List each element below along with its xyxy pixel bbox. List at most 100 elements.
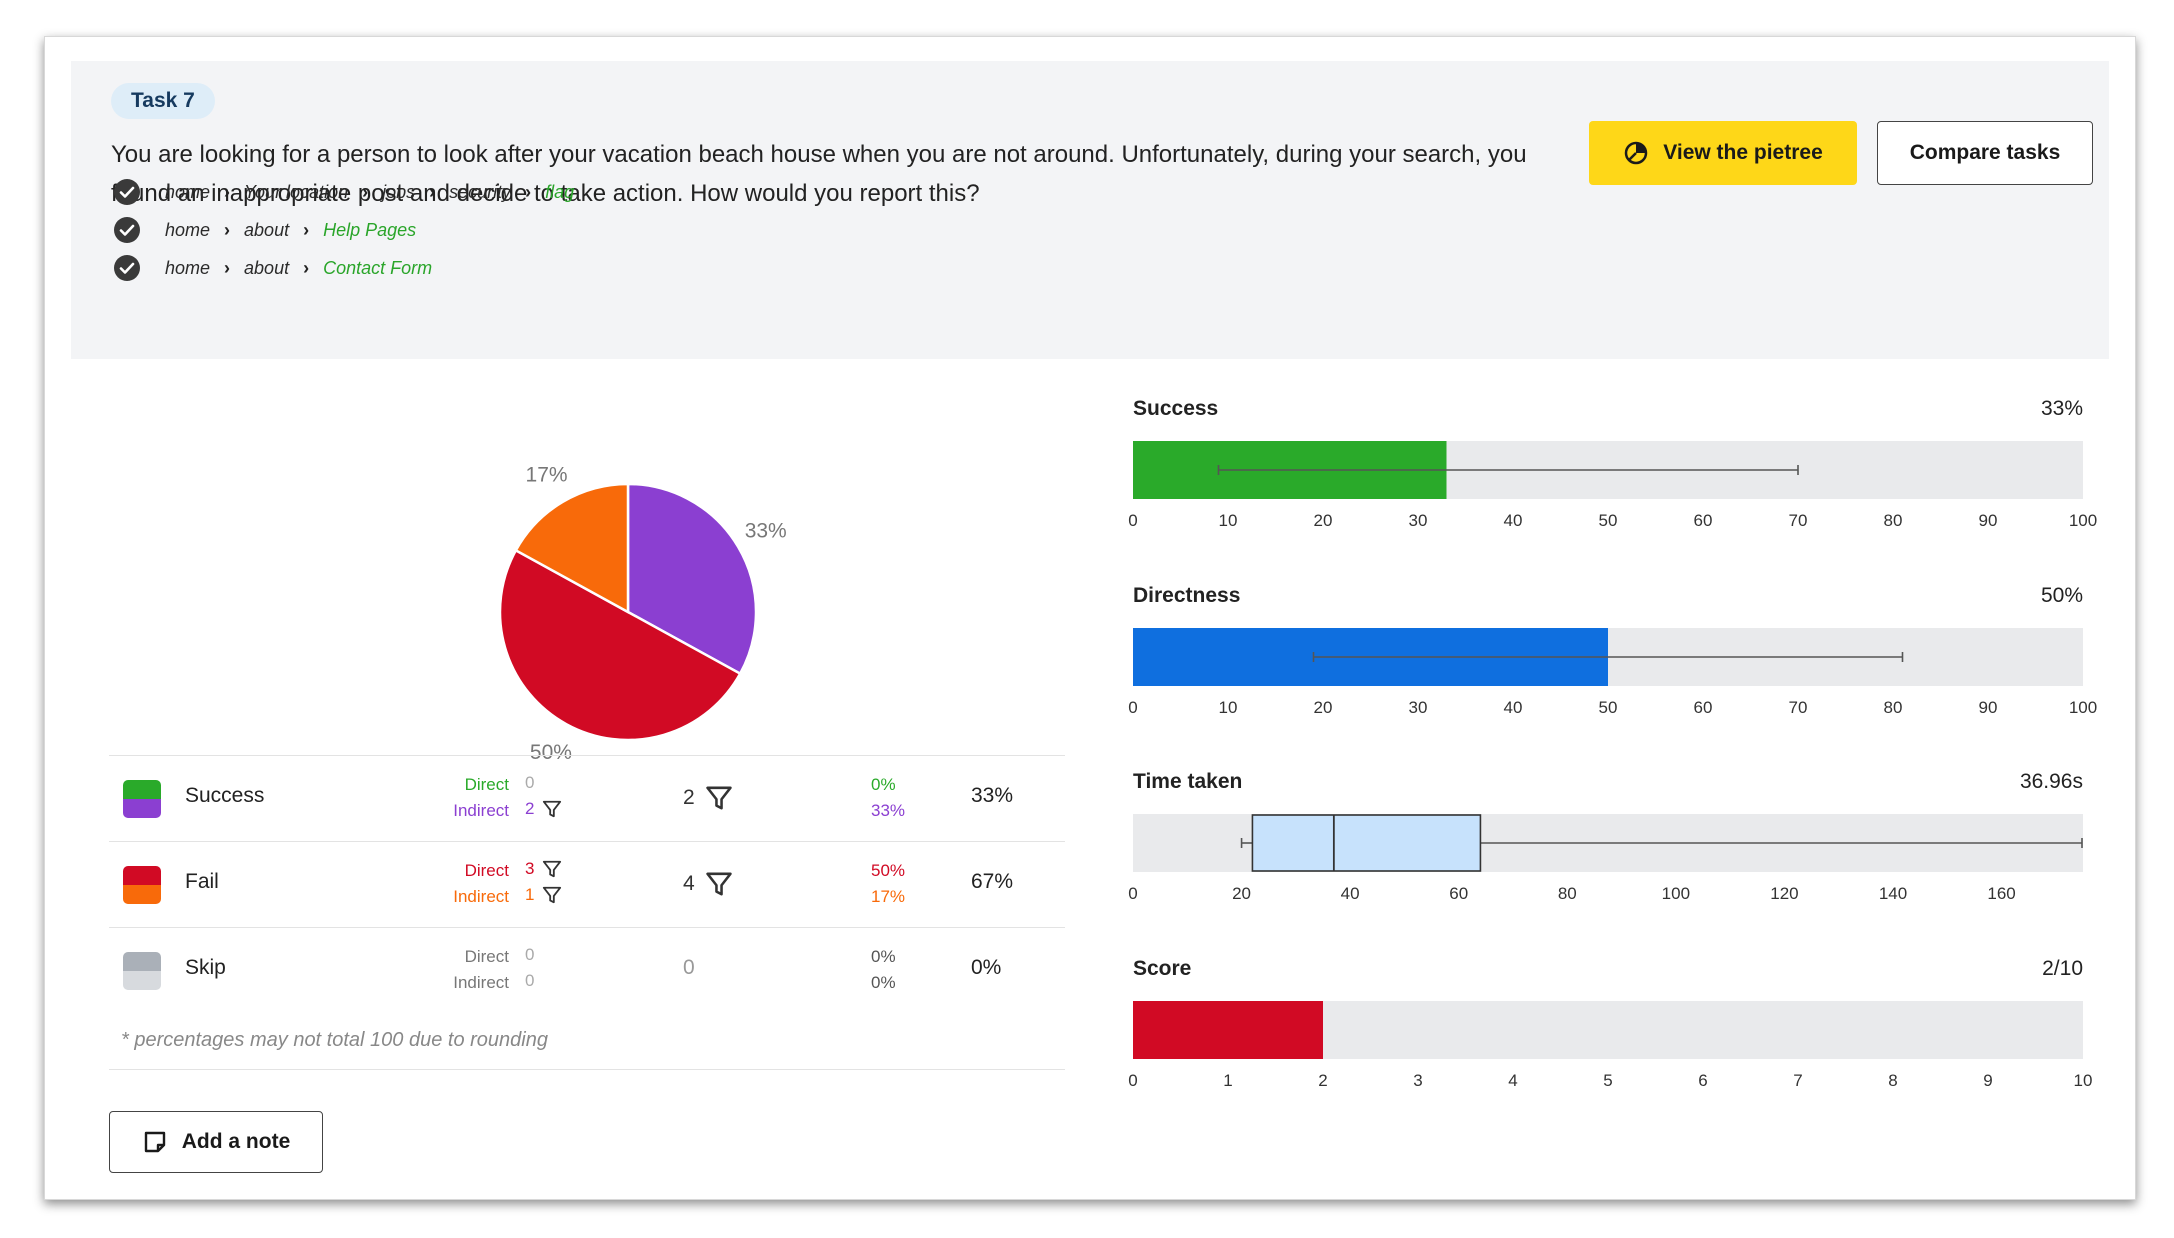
filter-icon[interactable]: [542, 885, 562, 905]
axis-tick-label: 50: [1598, 698, 1618, 717]
total-count-cell: 2: [683, 784, 733, 812]
chevron-right-icon: ›: [224, 219, 231, 240]
axis-tick-label: 10: [2073, 1071, 2093, 1090]
direct-count: 0: [525, 945, 535, 964]
axis-tick-label: 6: [1698, 1071, 1708, 1090]
path-segment: Your location: [244, 181, 349, 202]
axis-tick-label: 100: [1661, 884, 1691, 903]
axis-tick-label: 3: [1413, 1071, 1423, 1090]
pie-slice-label: 33%: [745, 520, 787, 543]
axis-tick-label: 2: [1318, 1071, 1328, 1090]
correct-path: home › about › Contact Form: [113, 253, 434, 283]
overall-percentage: 0%: [971, 956, 1002, 979]
path-segment: Contact Form: [323, 257, 433, 278]
result-row-fail: Fail Direct Indirect 3 1 4 50% 17% 67%: [109, 841, 1065, 927]
metric-value: 36.96s: [2019, 770, 2083, 793]
axis-tick-label: 100: [2068, 698, 2098, 717]
metric-plot: [1240, 814, 2083, 872]
path-segment: Help Pages: [323, 219, 417, 240]
direct-label: Direct: [464, 775, 509, 794]
axis-tick-label: 160: [1987, 884, 2016, 903]
path-segment: home: [165, 219, 211, 240]
axis-tick-label: 9: [1983, 1071, 1993, 1090]
axis-tick-label: 50: [1598, 511, 1618, 530]
metric-value: 50%: [2040, 584, 2083, 607]
filter-icon[interactable]: [705, 870, 733, 898]
view-pietree-label: View the pietree: [1663, 141, 1823, 164]
indirect-label: Indirect: [453, 973, 509, 992]
metric-title: Success: [1133, 397, 1219, 420]
indirect-percentage: 0%: [871, 973, 896, 992]
add-note-button[interactable]: Add a note: [109, 1111, 323, 1173]
axis-tick-label: 40: [1340, 884, 1360, 903]
direct-percentage: 50%: [871, 861, 906, 880]
chevron-right-icon: ›: [303, 257, 310, 278]
metric-title: Directness: [1133, 584, 1241, 607]
indirect-count-cell: 1: [525, 882, 585, 908]
axis-tick-label: 100: [2068, 511, 2098, 530]
direct-count-cell: 0: [525, 942, 585, 968]
metric-plot: [1133, 628, 1904, 686]
overall-percentage: 67%: [971, 870, 1014, 893]
check-circle-icon: [114, 179, 140, 205]
axis-tick-label: 70: [1788, 698, 1808, 717]
axis-tick-label: 60: [1449, 884, 1469, 903]
direct-count: 0: [525, 773, 535, 792]
axis-tick-label: 10: [1218, 698, 1238, 717]
axis-tick-label: 0: [1128, 884, 1138, 903]
direct-indirect-percentages: 0% 0%: [871, 944, 896, 996]
filter-icon[interactable]: [542, 799, 562, 819]
axis-tick-label: 20: [1232, 884, 1252, 903]
direct-label: Direct: [464, 947, 509, 966]
task-question: You are looking for a person to look aft…: [111, 141, 1527, 207]
chevron-right-icon: ›: [224, 181, 231, 202]
axis-tick-label: 120: [1770, 884, 1799, 903]
axis-tick-label: 80: [1557, 884, 1577, 903]
task-header: Task 7 You are looking for a person to l…: [71, 61, 2109, 359]
chevron-right-icon: ›: [525, 181, 532, 202]
direct-percentage: 0%: [871, 775, 896, 794]
filter-icon[interactable]: [542, 859, 562, 879]
swatch-half: [123, 780, 161, 799]
axis-tick-label: 70: [1788, 511, 1808, 530]
total-count: 4: [683, 872, 695, 895]
result-row-skip: Skip Direct Indirect 0 0 0 0% 0% 0%: [109, 927, 1065, 1013]
direct-label: Direct: [464, 861, 509, 880]
direct-indirect-percentages: 0% 33%: [871, 772, 905, 824]
direct-indirect-labels: Direct Indirect: [389, 858, 509, 910]
view-pietree-button[interactable]: View the pietree: [1589, 121, 1857, 185]
axis-tick-label: 20: [1313, 511, 1333, 530]
compare-tasks-button[interactable]: Compare tasks: [1877, 121, 2093, 185]
axis-tick-label: 80: [1883, 698, 1903, 717]
path-segment: home: [165, 257, 211, 278]
metric-title: Score: [1133, 957, 1192, 980]
indirect-percentage: 33%: [871, 801, 906, 820]
axis-tick-label: 30: [1408, 511, 1428, 530]
filter-icon[interactable]: [705, 784, 733, 812]
indirect-count: 1: [525, 885, 535, 904]
axis-tick-label: 0: [1128, 511, 1138, 530]
axis-tick-label: 90: [1978, 698, 1998, 717]
axis-tick-label: 80: [1883, 511, 1903, 530]
total-count: 0: [683, 956, 695, 979]
indirect-count: 2: [525, 799, 535, 818]
result-label: Fail: [185, 870, 219, 893]
indirect-label: Indirect: [453, 801, 509, 820]
axis-tick-label: 10: [1218, 511, 1238, 530]
result-row-success: Success Direct Indirect 0 2 2 0% 33% 33%: [109, 755, 1065, 841]
chevron-right-icon: ›: [303, 219, 310, 240]
swatch-half: [123, 866, 161, 885]
task-badge: Task 7: [111, 83, 215, 119]
axis-tick-label: 30: [1408, 698, 1428, 717]
direct-count-cell: 0: [525, 770, 585, 796]
box-iqr: [1251, 814, 1482, 872]
direct-percentage: 0%: [871, 947, 896, 966]
check-circle-icon: [114, 217, 140, 243]
direct-count-cell: 3: [525, 856, 585, 882]
indirect-percentage: 17%: [871, 887, 906, 906]
direct-count: 3: [525, 859, 535, 878]
indirect-count-cell: 0: [525, 968, 585, 994]
axis-tick-label: 7: [1793, 1071, 1803, 1090]
metric-bar: [1133, 1001, 1323, 1059]
